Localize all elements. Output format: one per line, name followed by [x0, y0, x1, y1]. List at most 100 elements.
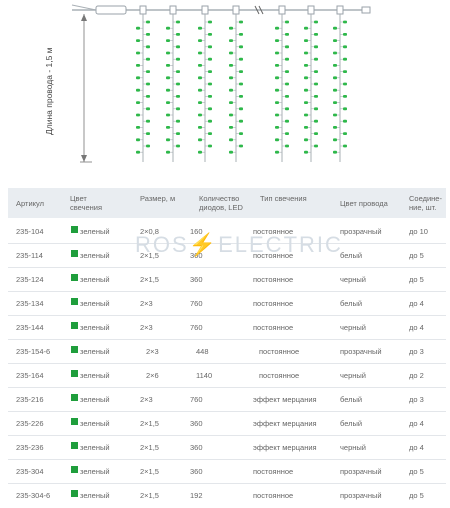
led-bulb-icon — [229, 138, 233, 142]
led-bulb-icon — [333, 88, 337, 92]
led-bulb-icon — [343, 45, 347, 49]
cell-wire-color: черный — [340, 443, 366, 452]
cell-led-count: 1140 — [196, 371, 213, 380]
cell-glow-color: зеленый — [80, 323, 110, 332]
led-bulb-icon — [208, 107, 212, 111]
led-bulb-icon — [146, 95, 150, 98]
table-row: 235-154-6 зеленый 2×3 448 постоянное прозрачн… — [8, 340, 446, 364]
led-bulb-icon — [285, 33, 289, 36]
cell-connection: до 5 — [409, 467, 424, 476]
led-bulb-icon — [198, 88, 202, 92]
led-bulb-icon — [229, 64, 233, 67]
row-divider — [8, 387, 446, 388]
cell-size: 2×0,8 — [140, 227, 159, 236]
led-bulb-icon — [176, 70, 180, 73]
strand-connector — [336, 5, 344, 15]
col-glow-color: Цвет свечения — [70, 194, 103, 212]
cell-glow-color: зеленый — [80, 227, 110, 236]
cell-led-count: 360 — [190, 419, 203, 428]
cell-connection: до 4 — [409, 323, 424, 332]
cell-led-count: 160 — [190, 227, 203, 236]
led-bulb-icon — [229, 76, 233, 80]
cell-size: 2×1,5 — [140, 275, 159, 284]
color-swatch — [71, 394, 78, 401]
led-bulb-icon — [304, 64, 308, 67]
table-row: 235-236 зеленый 2×1,5 360 эффект мерцания чер… — [8, 436, 446, 460]
table-row: 235-216 зеленый 2×3 760 эффект мерцания белый… — [8, 388, 446, 412]
cell-glow-color: зеленый — [80, 443, 110, 452]
led-bulb-icon — [176, 82, 180, 86]
cell-glow-type: постоянное — [253, 251, 294, 260]
led-bulb-icon — [146, 119, 150, 123]
cell-wire-color: прозрачный — [340, 467, 382, 476]
cell-glow-type: постоянное — [253, 467, 294, 476]
color-swatch — [71, 370, 78, 377]
led-bulb-icon — [136, 39, 140, 42]
led-bulb-icon — [239, 107, 243, 111]
led-bulb-icon — [314, 144, 318, 148]
lightning-icon: ⚡ — [188, 232, 219, 257]
row-divider — [8, 291, 446, 292]
end-connector-icon — [361, 6, 371, 14]
cell-size: 2×3 — [140, 299, 153, 308]
led-bulb-icon — [285, 132, 289, 135]
color-swatch — [71, 274, 78, 281]
cell-glow-type: постоянное — [259, 371, 300, 380]
col-article: Артикул — [16, 199, 44, 208]
led-bulb-icon — [304, 113, 308, 117]
led-bulb-icon — [304, 51, 308, 55]
led-bulb-icon — [146, 107, 150, 111]
led-bulb-icon — [176, 107, 180, 111]
led-bulb-icon — [343, 95, 347, 98]
led-bulb-icon — [176, 119, 180, 123]
led-bulb-icon — [166, 26, 170, 30]
led-bulb-icon — [333, 51, 337, 55]
color-swatch — [71, 250, 78, 257]
led-bulb-icon — [176, 95, 180, 98]
led-curtain-drawing — [71, 4, 371, 163]
led-bulb-icon — [239, 57, 243, 61]
plug-icon — [95, 5, 127, 15]
row-divider — [8, 243, 446, 244]
led-bulb-icon — [136, 138, 140, 142]
led-bulb-icon — [166, 101, 170, 104]
table-row: 235-164 зеленый 2×6 1140 постоянное черный до … — [8, 364, 446, 388]
cell-glow-color: зеленый — [80, 395, 110, 404]
led-bulb-icon — [314, 119, 318, 123]
watermark-left: ROS — [135, 232, 189, 257]
led-bulb-icon — [275, 101, 279, 104]
row-divider — [8, 363, 446, 364]
led-bulb-icon — [208, 119, 212, 123]
led-bulb-icon — [314, 70, 318, 73]
led-bulb-icon — [146, 82, 150, 86]
led-bulb-icon — [136, 150, 140, 154]
cell-glow-type: эффект мерцания — [253, 419, 317, 428]
led-bulb-icon — [314, 82, 318, 86]
cell-size: 2×1,5 — [140, 491, 159, 500]
led-bulb-icon — [198, 39, 202, 42]
cell-size: 2×1,5 — [140, 443, 159, 452]
led-bulb-icon — [166, 126, 170, 129]
wire-break-icon — [254, 5, 264, 15]
color-swatch — [71, 226, 78, 233]
row-divider — [8, 483, 446, 484]
cell-glow-type: постоянное — [253, 299, 294, 308]
arrow-up-icon — [81, 14, 87, 21]
cell-wire-color: прозрачный — [340, 227, 382, 236]
led-bulb-icon — [333, 39, 337, 42]
led-bulb-icon — [275, 126, 279, 129]
led-bulb-icon — [146, 57, 150, 61]
led-bulb-icon — [285, 45, 289, 49]
led-bulb-icon — [198, 26, 202, 30]
table-row: 235-304-6 зеленый 2×1,5 192 постоянное прозра… — [8, 484, 446, 508]
led-bulb-icon — [166, 88, 170, 92]
cell-article: 235-226 — [16, 419, 44, 428]
led-bulb-icon — [166, 51, 170, 55]
cell-led-count: 760 — [190, 299, 203, 308]
led-bulb-icon — [343, 33, 347, 36]
cell-size: 2×3 — [140, 395, 153, 404]
cell-glow-type: постоянное — [253, 491, 294, 500]
led-bulb-icon — [136, 64, 140, 67]
cell-connection: до 10 — [409, 227, 428, 236]
led-bulb-icon — [275, 150, 279, 154]
